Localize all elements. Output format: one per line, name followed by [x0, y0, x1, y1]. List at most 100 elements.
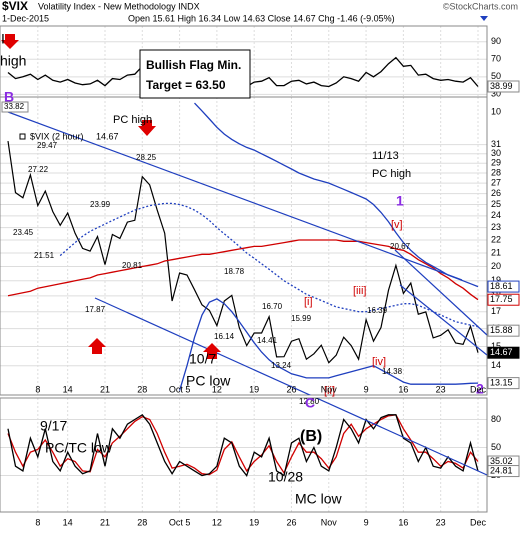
annotation: 16.14 [214, 332, 235, 341]
y-tick-label: 30 [491, 89, 501, 99]
annotation: 17.87 [85, 305, 106, 314]
legend-entry: $VIX (2 hour) [30, 131, 84, 141]
annotation: I [1, 31, 5, 47]
annotation: 16.39 [367, 306, 388, 315]
y-tick-label: 50 [491, 442, 501, 452]
oscillator-frame [0, 397, 488, 513]
end-label-box [487, 293, 520, 306]
annotation: 20.81 [122, 261, 143, 270]
price-frame [0, 96, 488, 396]
y-tick-label: 90 [491, 36, 501, 46]
y-tick-label: 10 [491, 106, 501, 116]
annotation: 14.41 [257, 336, 278, 345]
y-tick-label: 14 [491, 360, 501, 370]
up-arrow [203, 343, 221, 359]
series-line [7, 239, 479, 301]
wave-label: [iii] [353, 285, 366, 297]
series-line [178, 298, 479, 391]
annotation: high [0, 53, 26, 69]
x-tick-label: 12 [212, 384, 222, 394]
x-tick-label: Dec [470, 517, 487, 527]
end-label: 38.99 [490, 81, 513, 91]
y-tick-label: 50 [491, 71, 501, 81]
x-tick-label: 16 [398, 384, 408, 394]
end-label: 35.02 [490, 456, 513, 466]
x-tick-label: 14 [63, 384, 73, 394]
x-tick-label: 12 [212, 517, 222, 527]
series-line [59, 202, 479, 328]
end-label: 13.15 [490, 377, 513, 387]
end-label: 24.81 [490, 465, 513, 475]
y-tick-label: 28 [491, 167, 501, 177]
end-label: 15.88 [490, 325, 513, 335]
y-tick-label: 22 [491, 234, 501, 244]
x-tick-label: Nov [321, 517, 338, 527]
annotation: 18.78 [224, 267, 245, 276]
wave-label: B [4, 89, 14, 105]
legend-swatch [19, 133, 26, 140]
channel-line [7, 111, 463, 281]
x-tick-label: 21 [100, 384, 110, 394]
label-box [1, 101, 29, 113]
x-tick-label: 8 [35, 384, 40, 394]
annotation: PC/TC low [45, 440, 113, 456]
end-label: 14.67 [490, 347, 513, 357]
down-arrow [138, 120, 156, 136]
series-line [7, 413, 479, 477]
end-label: 18.61 [490, 281, 513, 291]
menu-arrow [480, 16, 488, 21]
channels [315, 398, 487, 476]
x-tick-label: 19 [249, 517, 259, 527]
source: ©StockCharts.com [443, 1, 518, 11]
wave-label: [iv] [372, 356, 386, 368]
y-tick-label: 29 [491, 158, 501, 168]
y-tick-label: 27 [491, 177, 501, 187]
date: 1-Dec-2015 [2, 13, 49, 23]
wave-label: C [305, 395, 315, 411]
legend-value: 14.67 [96, 131, 119, 141]
x-tick-label: 28 [137, 517, 147, 527]
x-tick-label: 26 [286, 517, 296, 527]
x-tick-label: 9 [364, 517, 369, 527]
annotation: Target = 63.50 [146, 78, 226, 92]
x-tick-label: Oct 5 [169, 517, 191, 527]
annotation: 13.24 [271, 361, 292, 370]
target-box [139, 49, 251, 99]
x-tick-label: Dec [470, 384, 487, 394]
annotation: 12.80 [299, 397, 320, 406]
channel-line [399, 284, 487, 356]
y-tick-label: 23 [491, 222, 501, 232]
x-tick-label: 8 [35, 517, 40, 527]
end-label-box [487, 377, 520, 390]
annotation: 14.38 [382, 367, 403, 376]
annotation: 28.25 [136, 153, 157, 162]
annotation: 23.99 [90, 200, 111, 209]
series-line [194, 102, 479, 288]
end-label-box [487, 465, 520, 478]
end-label-box [487, 280, 520, 293]
annotation: MC low [295, 491, 343, 507]
end-label-box [487, 324, 520, 337]
quote: Open 15.61 High 16.34 Low 14.63 Close 14… [128, 13, 395, 23]
x-tick-label: 28 [137, 384, 147, 394]
annotation: 33.82 [4, 102, 25, 111]
annotation: 21.51 [34, 251, 55, 260]
down-arrow [1, 34, 19, 49]
annotation: 27.22 [28, 165, 49, 174]
annotation: 11/13 [372, 150, 399, 162]
annotation: 10/28 [268, 469, 303, 485]
wave-label: [v] [391, 219, 403, 231]
oscillator-panel [0, 398, 487, 512]
annotation: 15.99 [291, 314, 312, 323]
annotation: 10/7 [189, 351, 216, 367]
annotation: 23.45 [13, 228, 34, 237]
x-tick-label: 16 [398, 517, 408, 527]
y-tick-label: 24 [491, 210, 501, 220]
annotation: Bullish Flag Min. [146, 58, 241, 72]
series-line [7, 141, 479, 364]
annotation: 20.67 [390, 242, 411, 251]
y-tick-label: 15 [491, 341, 501, 351]
y-tick-label: 26 [491, 188, 501, 198]
end-label-box [487, 80, 520, 93]
y-tick-label: 21 [491, 247, 501, 257]
